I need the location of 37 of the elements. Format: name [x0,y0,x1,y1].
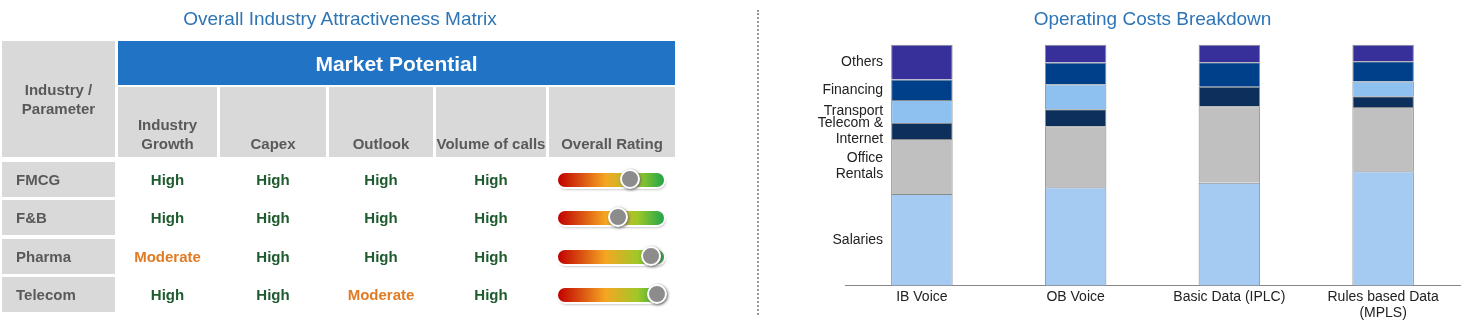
text: Telecom [16,285,76,304]
x-tick-label: Rules based Data (MPLS) [1327,287,1439,321]
chart-title: Operating Costs Breakdown [1033,7,1272,29]
series-label: Others [841,52,884,69]
text: High [474,247,508,266]
text: High [364,208,398,227]
text: Industry Growth [136,115,199,154]
text: High [150,285,185,304]
text: Pharma [16,247,72,266]
text: High [256,170,290,189]
x-tick-label: Basic Data (IPLC) [1173,287,1286,304]
text: High [364,170,398,189]
text: High [474,170,508,189]
text: Market Potential [315,51,478,75]
text: Overall Industry Attractiveness Matrix [182,8,498,30]
series-label: Salaries [832,230,884,247]
text: Outlook [352,134,410,154]
text: High [256,247,290,266]
text: Moderate [347,285,415,304]
text: FMCG [16,170,61,189]
text: High [256,285,290,304]
series-label: Office Rentals [835,149,884,182]
text: High [364,247,398,266]
text: High [474,208,508,227]
series-label: Financing [822,80,884,97]
text: High [474,285,508,304]
x-tick-label: IB Voice [896,287,948,304]
text: High [150,170,185,189]
text: High [150,208,185,227]
text: High [256,208,290,227]
text: Industry / Parameter [20,80,97,118]
text: Capex [250,134,296,154]
text: Volume of calls [436,134,546,154]
text: F&B [16,208,47,227]
text: Moderate [134,247,201,266]
text: Overall Rating [561,134,663,154]
x-tick-label: OB Voice [1046,287,1106,304]
